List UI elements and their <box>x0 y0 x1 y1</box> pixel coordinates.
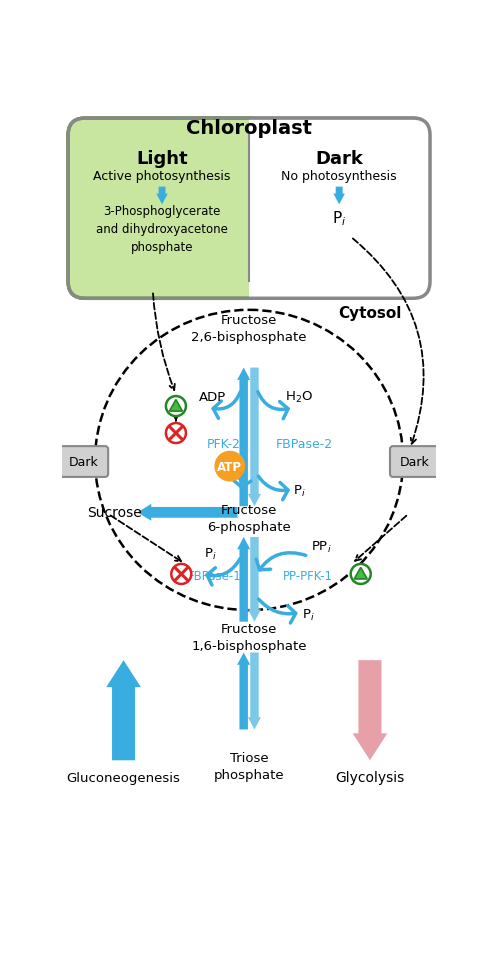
FancyArrow shape <box>248 653 261 730</box>
Text: Cytosol: Cytosol <box>338 305 401 320</box>
FancyArrowPatch shape <box>207 559 240 585</box>
FancyArrowPatch shape <box>232 471 251 488</box>
FancyArrow shape <box>106 660 141 760</box>
Text: Fructose
1,6-bisphosphate: Fructose 1,6-bisphosphate <box>191 622 307 653</box>
Text: Glycolysis: Glycolysis <box>335 770 404 784</box>
FancyArrow shape <box>237 368 250 507</box>
Text: PP-PFK-1: PP-PFK-1 <box>283 569 333 582</box>
FancyArrow shape <box>248 537 261 622</box>
FancyArrow shape <box>333 188 345 205</box>
Text: P$_i$: P$_i$ <box>205 547 217 562</box>
Text: Chloroplast: Chloroplast <box>186 119 312 137</box>
Text: Gluconeogenesis: Gluconeogenesis <box>67 771 180 784</box>
Circle shape <box>214 452 245 482</box>
Polygon shape <box>170 400 182 412</box>
Bar <box>249 119 434 304</box>
Text: Fructose
2,6-bisphosphate: Fructose 2,6-bisphosphate <box>191 314 307 343</box>
Text: No photosynthesis: No photosynthesis <box>281 170 397 182</box>
Circle shape <box>351 564 371 584</box>
FancyArrowPatch shape <box>258 393 288 419</box>
FancyArrowPatch shape <box>259 599 296 623</box>
Text: Fructose
6-phosphate: Fructose 6-phosphate <box>207 503 291 533</box>
Text: ATP: ATP <box>217 460 243 473</box>
FancyBboxPatch shape <box>59 447 108 477</box>
Text: H$_2$O: H$_2$O <box>285 390 313 405</box>
FancyArrow shape <box>237 537 250 622</box>
Text: FBPase-2: FBPase-2 <box>276 437 333 450</box>
Text: P$_i$: P$_i$ <box>302 607 315 622</box>
Polygon shape <box>354 568 367 579</box>
Text: P$_i$: P$_i$ <box>293 484 305 498</box>
FancyArrow shape <box>353 660 387 760</box>
FancyArrowPatch shape <box>213 393 241 418</box>
FancyArrow shape <box>156 188 168 205</box>
Text: Triose
phosphate: Triose phosphate <box>214 752 284 781</box>
Circle shape <box>171 564 191 584</box>
FancyBboxPatch shape <box>68 119 430 299</box>
Text: ADP: ADP <box>198 391 226 404</box>
Text: PFK-2: PFK-2 <box>207 437 241 450</box>
FancyBboxPatch shape <box>390 447 439 477</box>
Text: Dark: Dark <box>69 456 98 469</box>
FancyArrowPatch shape <box>256 553 306 570</box>
Text: Active photosynthesis: Active photosynthesis <box>93 170 231 182</box>
FancyArrow shape <box>248 368 261 507</box>
FancyArrow shape <box>138 504 238 521</box>
Circle shape <box>166 396 186 416</box>
FancyBboxPatch shape <box>68 119 266 299</box>
FancyArrowPatch shape <box>259 476 288 500</box>
Text: 3-Phosphoglycerate
and dihydroxyacetone
phosphate: 3-Phosphoglycerate and dihydroxyacetone … <box>96 205 228 254</box>
Text: PP$_i$: PP$_i$ <box>311 539 331 555</box>
FancyArrow shape <box>237 653 250 730</box>
Text: FBPase-1: FBPase-1 <box>188 569 242 582</box>
Text: Dark: Dark <box>315 150 363 168</box>
Text: P$_i$: P$_i$ <box>332 209 347 228</box>
Circle shape <box>166 423 186 443</box>
Text: Light: Light <box>136 150 188 168</box>
Text: Dark: Dark <box>400 456 430 469</box>
Text: Sucrose: Sucrose <box>87 506 142 519</box>
